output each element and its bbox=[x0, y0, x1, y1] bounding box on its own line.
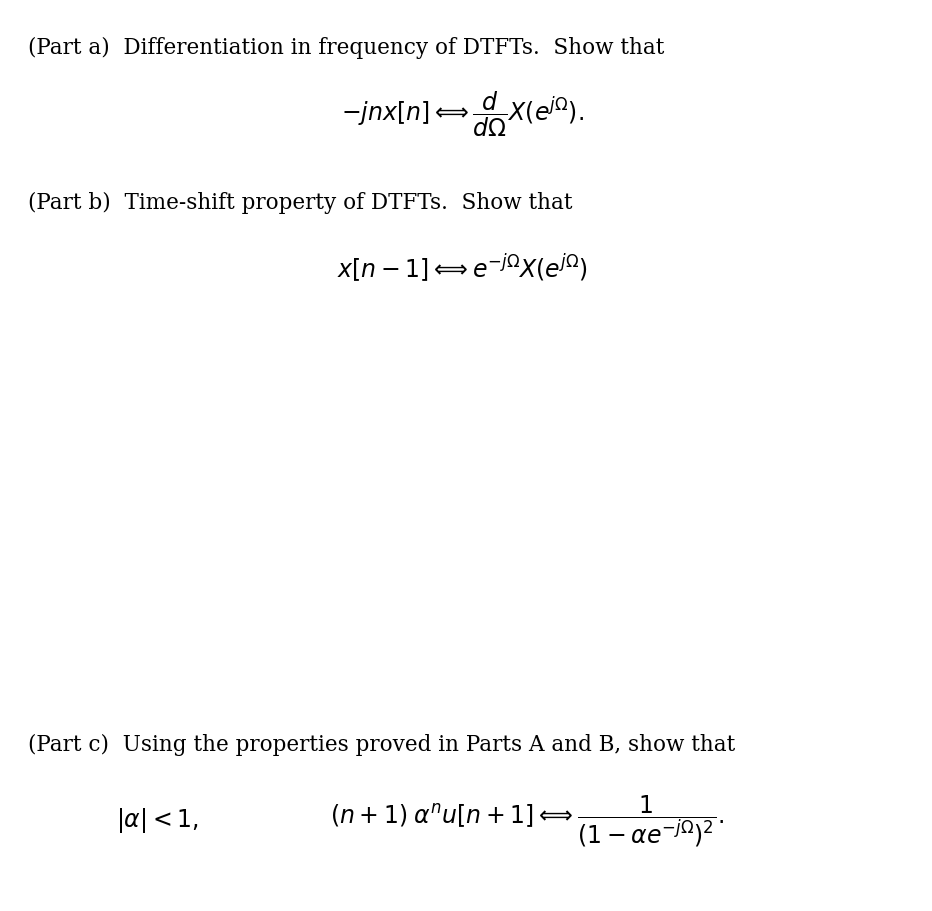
Text: (Part a)  Differentiation in frequency of DTFTs.  Show that: (Part a) Differentiation in frequency of… bbox=[28, 36, 665, 58]
Text: $(n+1)\; \alpha^n u[n+1] \Longleftrightarrow \dfrac{1}{(1-\alpha e^{-j\Omega})^2: $(n+1)\; \alpha^n u[n+1] \Longleftrighta… bbox=[331, 793, 724, 847]
Text: $-jnx[n] \Longleftrightarrow \dfrac{d}{d\Omega}X(e^{j\Omega}).$: $-jnx[n] \Longleftrightarrow \dfrac{d}{d… bbox=[341, 89, 584, 138]
Text: (Part c)  Using the properties proved in Parts A and B, show that: (Part c) Using the properties proved in … bbox=[28, 733, 735, 755]
Text: $|\alpha| < 1,$: $|\alpha| < 1,$ bbox=[116, 805, 199, 834]
Text: $x[n-1] \Longleftrightarrow e^{-j\Omega}X(e^{j\Omega})$: $x[n-1] \Longleftrightarrow e^{-j\Omega}… bbox=[337, 252, 588, 285]
Text: (Part b)  Time-shift property of DTFTs.  Show that: (Part b) Time-shift property of DTFTs. S… bbox=[28, 191, 572, 213]
